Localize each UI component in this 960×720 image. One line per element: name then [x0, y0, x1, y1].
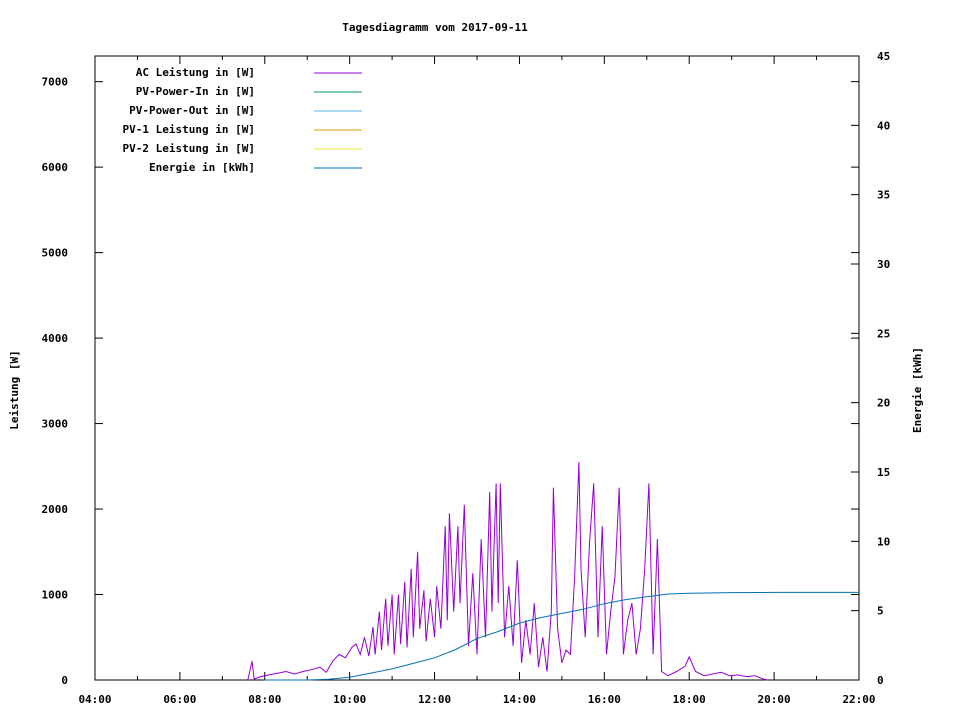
x-tick-label: 16:00 [588, 693, 621, 706]
y2-tick-label: 10 [877, 535, 890, 548]
y2-tick-label: 35 [877, 189, 890, 202]
y-tick-label: 2000 [42, 503, 69, 516]
y-tick-label: 3000 [42, 418, 69, 431]
x-tick-label: 04:00 [78, 693, 111, 706]
series-line-0 [247, 461, 768, 681]
x-tick-label: 14:00 [503, 693, 536, 706]
legend-label: AC Leistung in [W] [136, 66, 255, 79]
x-axis: 04:00 06:00 08:00 10:00 12:00 14:00 16:00 18:00… [78, 56, 876, 706]
legend-label: PV-Power-In in [W] [136, 85, 255, 98]
y2-tick-label: 45 [877, 50, 890, 63]
x-tick-label: 20:00 [758, 693, 791, 706]
y-axis-right: 0 5 10 15 20 25 30 35 40 45 [851, 50, 890, 687]
y2-axis-label: Energie [kWh] [911, 347, 924, 433]
y2-tick-label: 30 [877, 258, 890, 271]
x-tick-label: 10:00 [333, 693, 366, 706]
legend-label: Energie in [kWh] [149, 161, 255, 174]
y-tick-label: 7000 [42, 76, 69, 89]
y-tick-label: 6000 [42, 161, 69, 174]
legend: AC Leistung in [W] PV-Power-In in [W] PV-P… [123, 66, 362, 174]
legend-label: PV-1 Leistung in [W] [123, 123, 255, 136]
y2-tick-label: 25 [877, 327, 890, 340]
x-tick-label: 18:00 [673, 693, 706, 706]
x-tick-label: 06:00 [163, 693, 196, 706]
x-tick-label: 08:00 [248, 693, 281, 706]
y2-tick-label: 5 [877, 605, 884, 618]
y-tick-label: 1000 [42, 589, 69, 602]
chart-title: Tagesdiagramm vom 2017-09-11 [342, 21, 528, 34]
y-tick-label: 5000 [42, 247, 69, 260]
y2-tick-label: 15 [877, 466, 890, 479]
y2-tick-label: 20 [877, 397, 890, 410]
y-tick-label: 0 [61, 674, 68, 687]
y2-tick-label: 40 [877, 119, 890, 132]
y-axis-left: 0 1000 2000 3000 4000 5000 6000 7000 [42, 76, 859, 687]
y2-tick-label: 0 [877, 674, 884, 687]
y-axis-label: Leistung [W] [8, 350, 21, 429]
x-tick-label: 22:00 [842, 693, 875, 706]
y-tick-label: 4000 [42, 332, 69, 345]
x-tick-label: 12:00 [418, 693, 451, 706]
legend-label: PV-Power-Out in [W] [129, 104, 255, 117]
series-line-5 [264, 591, 859, 681]
legend-label: PV-2 Leistung in [W] [123, 142, 255, 155]
series-layer [247, 461, 859, 681]
